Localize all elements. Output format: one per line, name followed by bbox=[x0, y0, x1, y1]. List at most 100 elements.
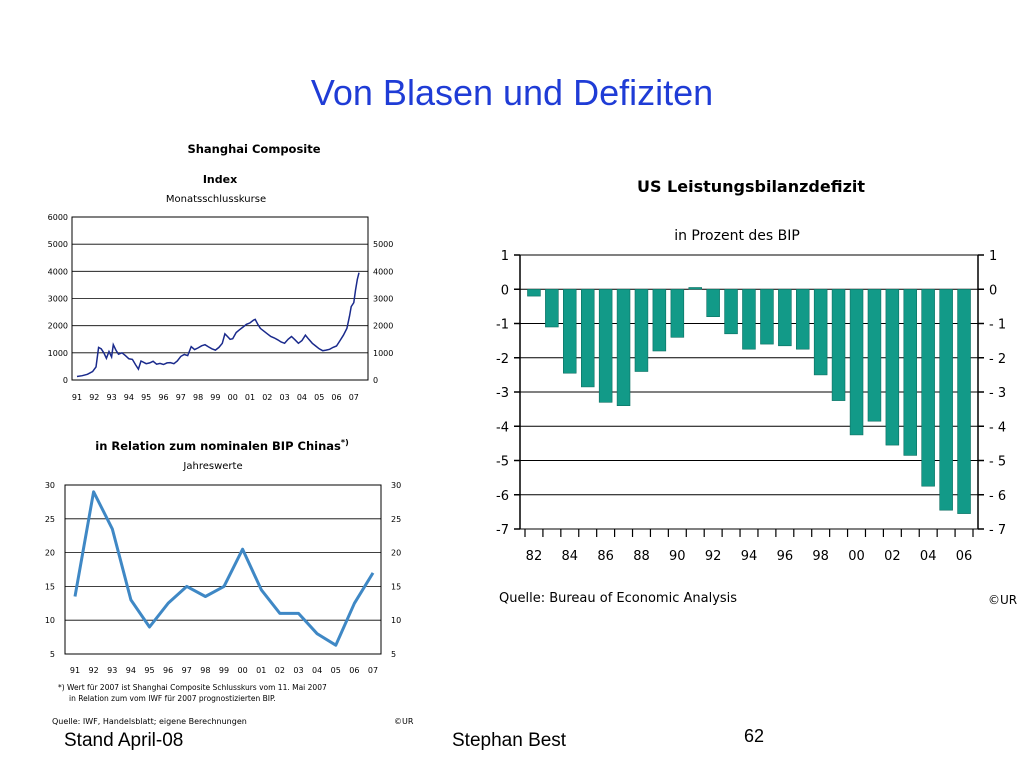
x-tick-label: 91 bbox=[70, 666, 80, 675]
x-tick-label: 97 bbox=[176, 393, 186, 402]
y-tick-label-right: - 4 bbox=[989, 420, 1006, 435]
x-tick-label: 90 bbox=[669, 549, 686, 564]
x-tick-label: 82 bbox=[526, 549, 543, 564]
x-tick-label: 98 bbox=[193, 393, 203, 402]
page-number: 62 bbox=[744, 726, 765, 746]
y-tick-label: 0 bbox=[501, 283, 509, 298]
x-tick-label: 06 bbox=[956, 549, 973, 564]
x-tick-label: 00 bbox=[228, 393, 238, 402]
x-tick-label: 92 bbox=[89, 393, 99, 402]
y-tick-label: -3 bbox=[496, 386, 509, 401]
series-line bbox=[73, 490, 375, 647]
x-tick-label: 01 bbox=[245, 393, 255, 402]
chart-subtitle: Jahreswerte bbox=[182, 461, 242, 472]
x-tick-label: 94 bbox=[741, 549, 758, 564]
bar bbox=[921, 289, 935, 487]
chart-title-text: in Relation zum nominalen BIP Chinas bbox=[95, 439, 341, 453]
footnote-line-1: *) Wert für 2007 ist Shanghai Composite … bbox=[58, 683, 327, 692]
x-tick-label: 91 bbox=[72, 393, 82, 402]
y-tick-label-right: - 7 bbox=[989, 523, 1006, 538]
y-tick-label: -6 bbox=[496, 489, 509, 504]
x-tick-label: 95 bbox=[144, 666, 154, 675]
bar bbox=[795, 289, 810, 350]
x-tick-label: 92 bbox=[89, 666, 99, 675]
y-tick-label-right: 4000 bbox=[373, 267, 393, 276]
footer-center: Stephan Best bbox=[452, 730, 567, 751]
x-tick-label: 07 bbox=[349, 393, 359, 402]
bar bbox=[957, 289, 971, 514]
y-tick-label-right: 15 bbox=[391, 582, 401, 591]
bar bbox=[670, 289, 685, 338]
y-tick-label: -7 bbox=[496, 523, 509, 538]
y-tick-label-right: 0 bbox=[989, 283, 997, 298]
y-tick-label: 0 bbox=[63, 376, 68, 385]
y-tick-label: 10 bbox=[45, 616, 55, 625]
x-tick-label: 94 bbox=[126, 666, 136, 675]
y-tick-label-right: 20 bbox=[391, 549, 401, 558]
y-tick-label: 3000 bbox=[48, 295, 68, 304]
chart-title: in Relation zum nominalen BIP Chinas*) bbox=[95, 438, 348, 453]
bars bbox=[527, 287, 971, 514]
copyright-text: ©UR bbox=[394, 717, 414, 726]
x-tick-label: 03 bbox=[280, 393, 290, 402]
x-tick-label: 96 bbox=[777, 549, 794, 564]
bar bbox=[616, 289, 631, 407]
copyright-text: ©UR bbox=[988, 593, 1017, 607]
chart-subtitle: in Prozent des BIP bbox=[674, 228, 800, 244]
x-tick-label: 06 bbox=[349, 666, 359, 675]
bar bbox=[563, 289, 577, 374]
y-tick-label: 2000 bbox=[48, 322, 68, 331]
axis-ticks: 5 5 10 10 15 15 20 20 25 25 30 30 91 92 93 94 95 96 97 98 99… bbox=[45, 481, 401, 675]
relation-bip-chart: in Relation zum nominalen BIP Chinas*) J… bbox=[45, 438, 414, 726]
y-tick-label-right: 5000 bbox=[373, 240, 393, 249]
bar bbox=[885, 289, 900, 446]
y-tick-label-right: 1 bbox=[989, 249, 997, 264]
bar bbox=[688, 287, 703, 290]
x-tick-label: 93 bbox=[107, 393, 117, 402]
y-tick-label: 1 bbox=[501, 249, 509, 264]
bar bbox=[903, 289, 917, 456]
source-text: Quelle: IWF, Handelsblatt; eigene Berech… bbox=[52, 717, 247, 726]
x-tick-label: 98 bbox=[200, 666, 210, 675]
bar bbox=[760, 289, 774, 345]
bar bbox=[545, 289, 559, 328]
axis-ticks: 0100020003000400050006000010002000300040… bbox=[48, 213, 394, 402]
bar bbox=[742, 289, 756, 350]
axis-ticks: 1 0 -1 -2 -3 -4 -5 -6 -7 1 0 - 1 - 2 - 3 - 4 - 5 - 6 - 7 8… bbox=[496, 249, 1006, 564]
x-tick-label: 04 bbox=[297, 393, 307, 402]
x-tick-label: 88 bbox=[633, 549, 650, 564]
y-tick-label: 4000 bbox=[48, 267, 68, 276]
x-tick-label: 96 bbox=[163, 666, 173, 675]
slide-title: Von Blasen und Defiziten bbox=[310, 72, 714, 113]
us-current-account-chart: US Leistungsbilanzdefizit in Prozent des… bbox=[496, 177, 1017, 607]
source-text: Quelle: Bureau of Economic Analysis bbox=[499, 591, 737, 606]
y-tick-label-right: - 1 bbox=[989, 318, 1006, 333]
chart-title: Shanghai Composite bbox=[187, 142, 320, 156]
y-tick-label: 5000 bbox=[48, 240, 68, 249]
chart-subtitle: Index bbox=[203, 173, 237, 186]
x-tick-label: 05 bbox=[331, 666, 341, 675]
y-tick-label: 25 bbox=[45, 515, 55, 524]
bar bbox=[831, 289, 846, 401]
y-tick-label-right: - 2 bbox=[989, 352, 1006, 367]
footer-left: Stand April-08 bbox=[64, 730, 184, 751]
x-tick-label: 86 bbox=[597, 549, 614, 564]
bar bbox=[581, 289, 595, 388]
bar bbox=[652, 289, 667, 352]
bar bbox=[527, 289, 541, 297]
x-tick-label: 02 bbox=[884, 549, 901, 564]
y-tick-label-right: 10 bbox=[391, 616, 401, 625]
y-tick-label-right: - 6 bbox=[989, 489, 1006, 504]
chart-title: US Leistungsbilanzdefizit bbox=[637, 177, 865, 196]
bar bbox=[849, 289, 864, 436]
x-tick-label: 07 bbox=[368, 666, 378, 675]
y-tick-label-right: 30 bbox=[391, 481, 401, 490]
x-tick-label: 03 bbox=[293, 666, 303, 675]
y-tick-label-right: 25 bbox=[391, 515, 401, 524]
chart-title-sup: *) bbox=[341, 438, 349, 447]
bar bbox=[724, 289, 738, 335]
x-tick-label: 01 bbox=[256, 666, 266, 675]
plot-frame bbox=[71, 216, 369, 381]
bar bbox=[778, 289, 792, 347]
y-tick-label-right: 2000 bbox=[373, 322, 393, 331]
